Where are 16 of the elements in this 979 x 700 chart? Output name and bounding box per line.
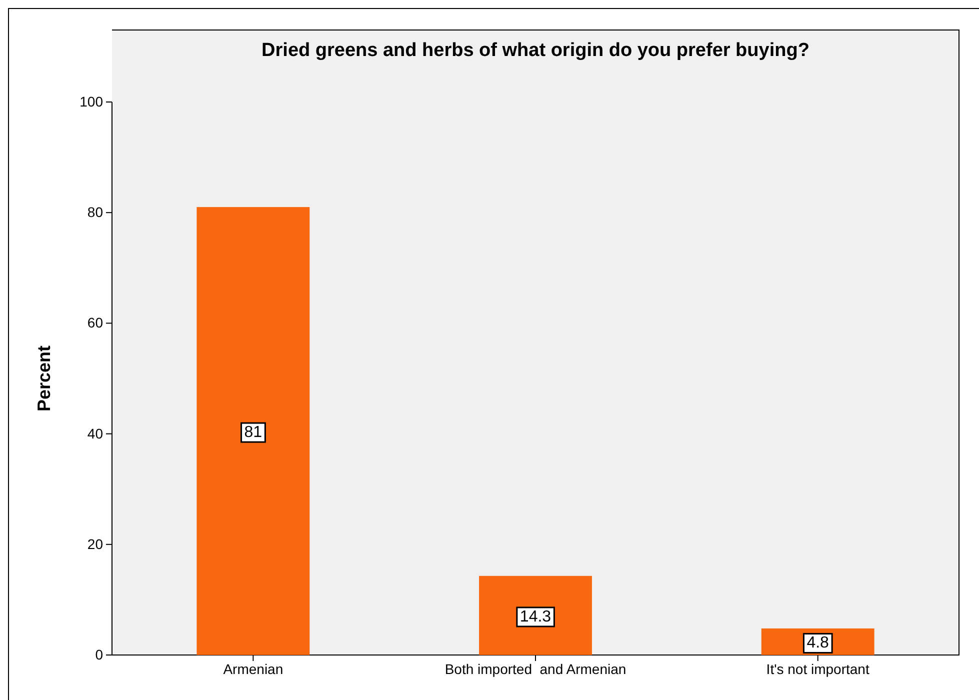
bar (479, 576, 592, 655)
y-tick-label: 80 (87, 204, 104, 220)
chart-title: Dried greens and herbs of what origin do you prefer buying? (262, 40, 810, 61)
y-tick-label: 40 (87, 425, 104, 442)
y-tick-label: 20 (87, 536, 104, 552)
x-tick-label: Armenian (223, 660, 284, 677)
data-label: 81 (244, 424, 262, 442)
y-tick-label: 60 (87, 314, 104, 331)
y-tick-label: 100 (80, 93, 104, 110)
x-tick-label: Both imported and Armenian (444, 660, 626, 677)
y-tick-label: 0 (95, 646, 104, 662)
x-tick-label: It's not important (766, 660, 870, 677)
bar (196, 207, 310, 655)
y-axis-title: Percent (34, 345, 54, 412)
data-label: 4.8 (806, 634, 830, 652)
data-label: 14.3 (520, 608, 552, 626)
